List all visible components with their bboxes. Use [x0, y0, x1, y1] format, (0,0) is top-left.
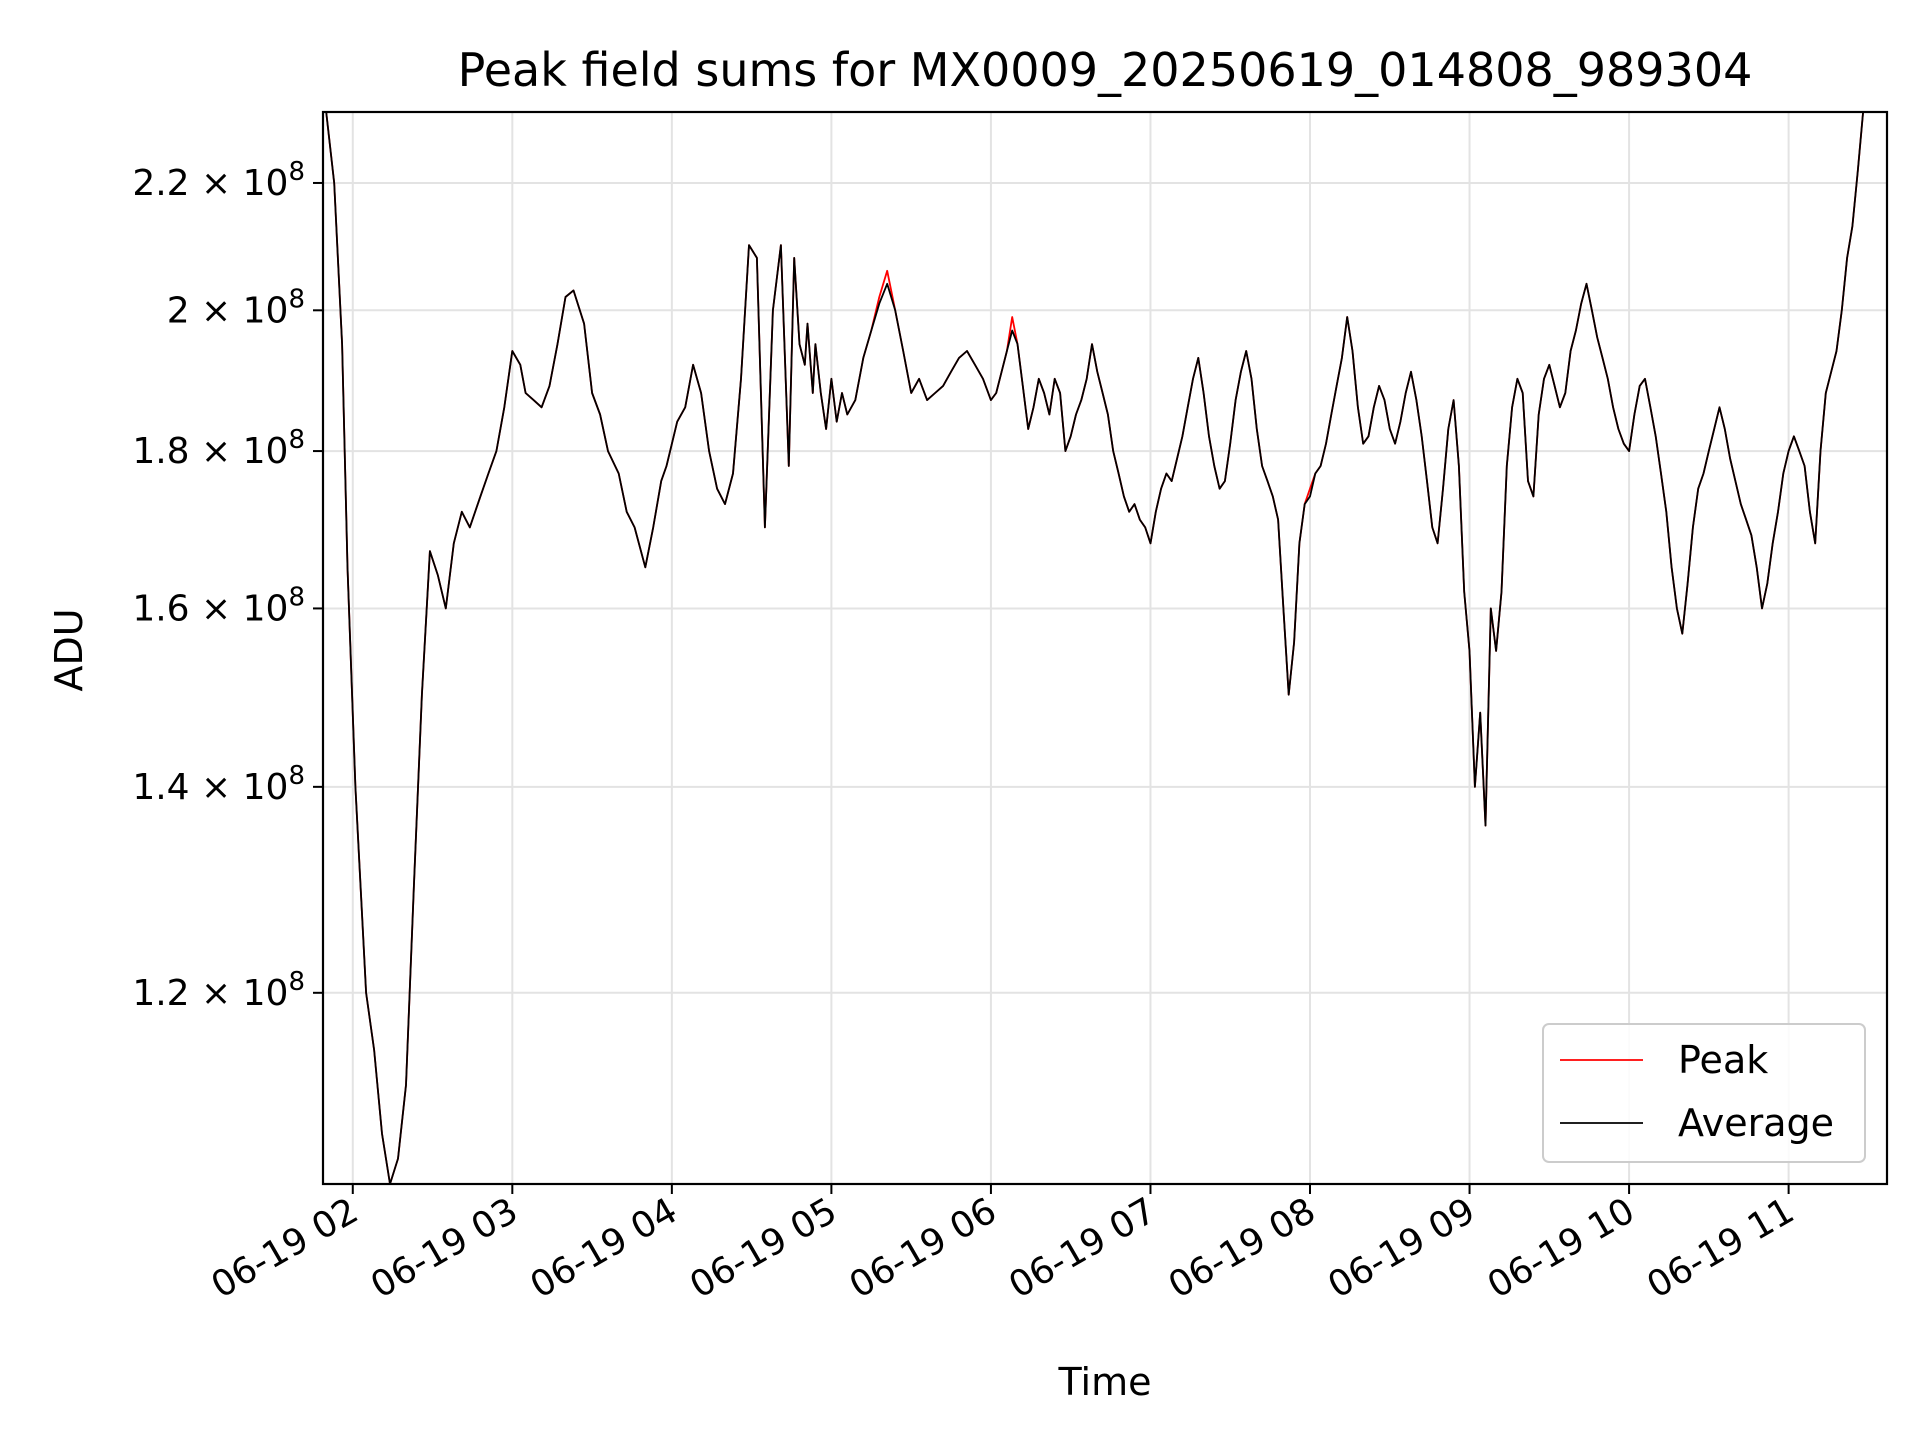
y-tick-label: 1.2 × 108: [132, 967, 305, 1014]
legend: Peak Average: [1542, 1023, 1866, 1163]
legend-box: [1542, 1023, 1866, 1163]
y-tick-label: 1.4 × 108: [132, 761, 305, 808]
y-tick-label: 2.2 × 108: [132, 157, 305, 204]
grid: [323, 112, 1887, 1184]
y-tick-label: 1.8 × 108: [132, 425, 305, 472]
legend-average-label: Average: [1678, 1101, 1834, 1145]
y-axis-label: ADU: [47, 608, 91, 691]
plot-area: [321, 110, 1889, 1186]
average-series-line: [325, 112, 1864, 1184]
y-tick-label: 2 × 108: [167, 284, 305, 331]
x-axis-label: Time: [1058, 1360, 1152, 1404]
y-tick-label: 1.6 × 108: [132, 582, 305, 629]
y-axis: 1.2 × 108 1.4 × 108 1.6 × 108 1.8 × 108 2 × …: [132, 157, 323, 1014]
series-layer: [325, 112, 1864, 1184]
legend-peak-label: Peak: [1678, 1038, 1768, 1082]
chart-title: Peak field sums for MX0009_20250619_0148…: [458, 43, 1753, 97]
